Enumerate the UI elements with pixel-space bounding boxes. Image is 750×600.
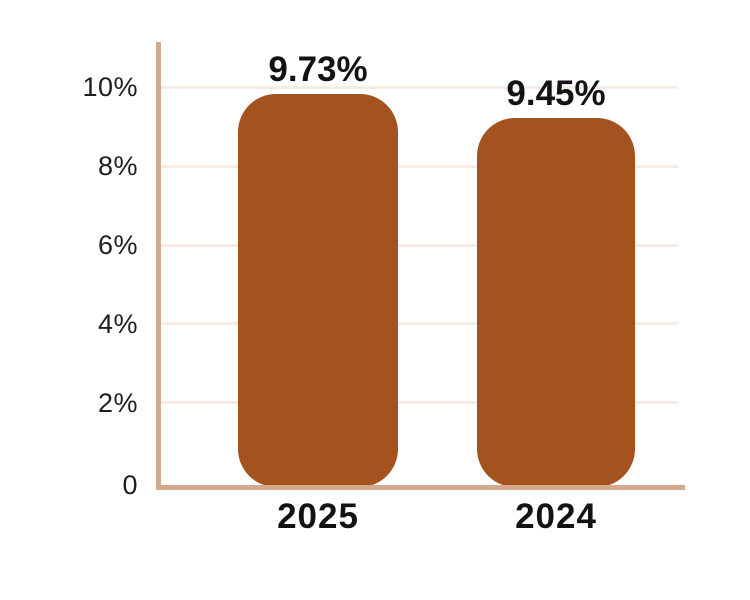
y-tick-label: 0 — [122, 470, 138, 500]
gridline-10pct — [158, 86, 678, 89]
gridline-8pct — [158, 165, 678, 168]
bar-value-label-2025: 9.73% — [268, 50, 368, 89]
gridline-2pct — [158, 401, 678, 404]
x-axis-line — [156, 485, 685, 490]
bar-2024 — [477, 118, 635, 487]
y-tick-label: 8% — [97, 151, 138, 181]
y-axis-line — [156, 42, 161, 490]
gridline-6pct — [158, 244, 678, 247]
y-tick-label: 6% — [97, 230, 138, 260]
y-tick-label: 4% — [97, 309, 138, 339]
bar-value-label-2024: 9.45% — [506, 74, 606, 113]
gridline-4pct — [158, 322, 678, 325]
y-tick-label: 2% — [97, 388, 138, 418]
x-category-label-2024: 2024 — [515, 497, 597, 536]
y-tick-label: 10% — [82, 72, 138, 102]
x-category-label-2025: 2025 — [277, 497, 359, 536]
bar-2025 — [238, 94, 398, 487]
